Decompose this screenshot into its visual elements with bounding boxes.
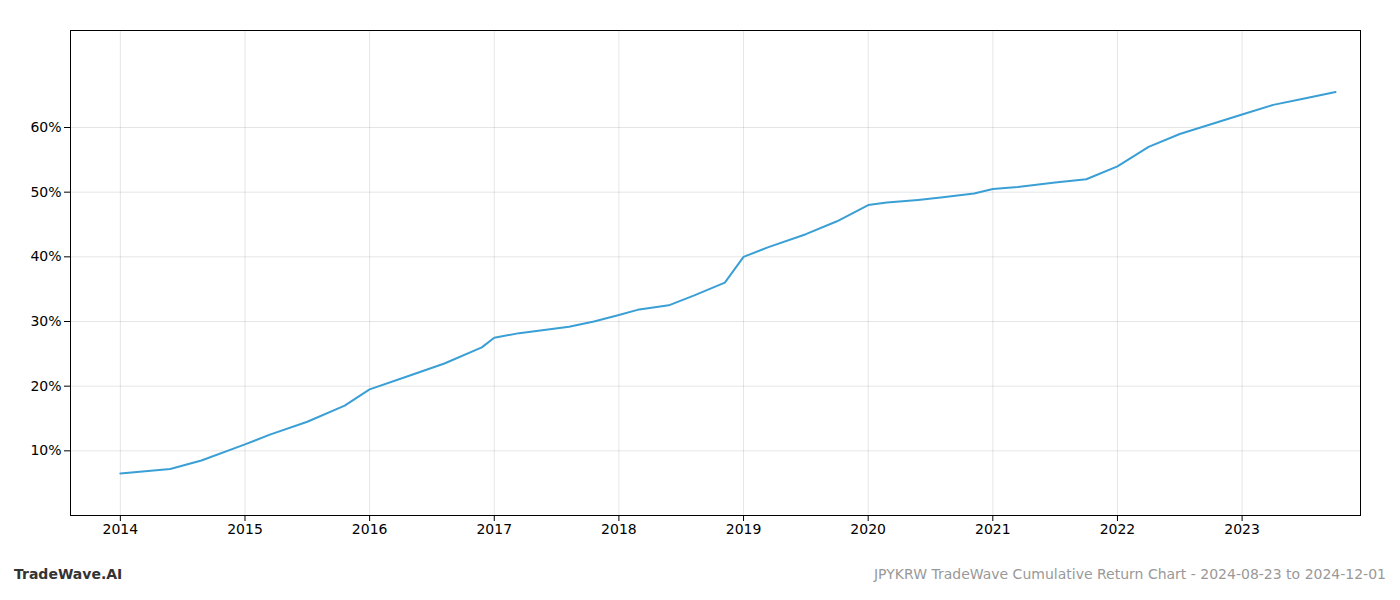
svg-text:40%: 40% — [30, 248, 61, 264]
svg-text:2022: 2022 — [1100, 521, 1136, 537]
svg-text:2014: 2014 — [103, 521, 139, 537]
svg-text:50%: 50% — [30, 184, 61, 200]
html-text:TradeWave.AI: TradeWave.AI — [14, 566, 123, 582]
svg-text:20%: 20% — [30, 378, 61, 394]
svg-text:2016: 2016 — [352, 521, 388, 537]
svg-text:10%: 10% — [30, 442, 61, 458]
svg-text:2017: 2017 — [476, 521, 512, 537]
svg-text:2015: 2015 — [227, 521, 263, 537]
html-text:JPYKRW TradeWave Cumulative Re: JPYKRW TradeWave Cumulative Return Chart… — [874, 566, 1386, 582]
svg-text:2023: 2023 — [1224, 521, 1260, 537]
svg-text:60%: 60% — [30, 119, 61, 135]
svg-text:2021: 2021 — [975, 521, 1011, 537]
svg-text:30%: 30% — [30, 313, 61, 329]
svg-text:2019: 2019 — [726, 521, 762, 537]
svg-text:2020: 2020 — [850, 521, 886, 537]
svg-text:2018: 2018 — [601, 521, 637, 537]
